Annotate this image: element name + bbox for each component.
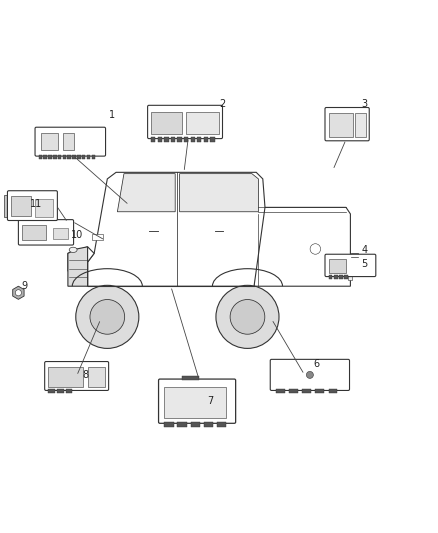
Bar: [177, 138, 182, 142]
Bar: [217, 422, 226, 427]
Bar: [43, 155, 47, 159]
Bar: [164, 422, 174, 427]
Bar: [302, 389, 311, 393]
Bar: [82, 155, 85, 159]
Bar: [315, 389, 324, 393]
Bar: [334, 275, 338, 279]
Bar: [171, 138, 175, 142]
Bar: [210, 138, 215, 142]
Bar: [184, 138, 188, 142]
Bar: [289, 389, 298, 393]
FancyBboxPatch shape: [148, 106, 223, 139]
Bar: [177, 422, 187, 427]
Bar: [11, 196, 31, 216]
Bar: [63, 133, 74, 150]
FancyBboxPatch shape: [18, 220, 74, 245]
Bar: [48, 155, 52, 159]
Bar: [87, 155, 90, 159]
Bar: [351, 253, 358, 260]
Circle shape: [76, 285, 139, 349]
Bar: [77, 155, 81, 159]
Text: 6: 6: [313, 359, 319, 369]
Bar: [57, 389, 64, 393]
Bar: [66, 389, 72, 393]
Polygon shape: [68, 247, 88, 286]
Text: 2: 2: [219, 99, 225, 109]
Circle shape: [230, 300, 265, 334]
Bar: [158, 138, 162, 142]
Bar: [348, 266, 352, 280]
Bar: [48, 389, 55, 393]
FancyBboxPatch shape: [35, 127, 106, 156]
Circle shape: [90, 300, 125, 334]
Bar: [328, 275, 332, 279]
Bar: [204, 138, 208, 142]
Text: 4: 4: [361, 245, 367, 255]
Bar: [339, 275, 343, 279]
Polygon shape: [88, 172, 265, 286]
Bar: [186, 112, 219, 134]
Bar: [182, 376, 199, 381]
Ellipse shape: [69, 247, 77, 253]
Text: 10: 10: [71, 230, 83, 240]
Bar: [197, 138, 201, 142]
Bar: [191, 422, 200, 427]
Bar: [53, 229, 68, 239]
Circle shape: [15, 290, 21, 296]
Circle shape: [310, 244, 321, 254]
Circle shape: [306, 372, 314, 378]
Bar: [276, 389, 285, 393]
Bar: [4, 195, 11, 217]
Bar: [151, 112, 182, 134]
FancyBboxPatch shape: [325, 108, 369, 141]
FancyBboxPatch shape: [270, 359, 350, 391]
Bar: [22, 225, 46, 240]
Bar: [164, 138, 169, 142]
Polygon shape: [117, 174, 175, 212]
Bar: [88, 367, 105, 387]
Bar: [92, 233, 103, 240]
Bar: [67, 155, 71, 159]
Text: 9: 9: [21, 281, 27, 291]
Bar: [41, 133, 58, 150]
Bar: [151, 138, 155, 142]
Bar: [164, 387, 226, 418]
Text: 7: 7: [207, 396, 213, 406]
Polygon shape: [180, 174, 258, 212]
FancyBboxPatch shape: [7, 191, 57, 221]
Polygon shape: [68, 247, 94, 286]
Text: 3: 3: [361, 99, 367, 109]
Bar: [58, 155, 61, 159]
Bar: [92, 155, 95, 159]
Text: 5: 5: [361, 259, 367, 269]
Polygon shape: [254, 207, 350, 286]
Text: 1: 1: [109, 110, 115, 120]
Bar: [63, 155, 66, 159]
Text: 8: 8: [82, 370, 88, 379]
Bar: [204, 422, 213, 427]
Bar: [48, 367, 83, 387]
Bar: [39, 155, 42, 159]
Bar: [53, 155, 57, 159]
Circle shape: [216, 285, 279, 349]
FancyBboxPatch shape: [159, 379, 236, 423]
Bar: [328, 389, 337, 393]
FancyBboxPatch shape: [45, 361, 109, 391]
FancyBboxPatch shape: [325, 254, 376, 277]
Bar: [328, 113, 353, 138]
Bar: [328, 259, 346, 273]
Bar: [35, 199, 53, 217]
Text: 11: 11: [30, 199, 42, 209]
Bar: [355, 113, 366, 138]
Bar: [72, 155, 76, 159]
Bar: [344, 275, 348, 279]
Bar: [191, 138, 195, 142]
